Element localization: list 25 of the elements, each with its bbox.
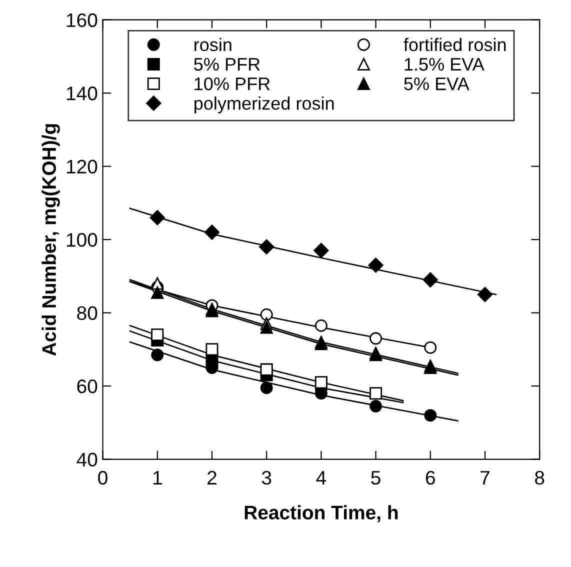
legend-label: rosin xyxy=(194,38,232,52)
legend-label: 1.5% EVA xyxy=(404,58,484,71)
legend-label: fortified rosin xyxy=(404,38,506,52)
y-tick-label: 100 xyxy=(66,233,98,247)
x-tick-label: 7 xyxy=(480,471,490,484)
legend-label: 10% PFR xyxy=(194,77,270,90)
y-tick-label: 60 xyxy=(77,380,98,394)
x-tick-label: 3 xyxy=(262,470,272,485)
y-tick-label: 80 xyxy=(77,306,98,320)
y-tick-label: 40 xyxy=(76,452,98,467)
legend-label: 5% EVA xyxy=(404,78,470,90)
x-tick-label: 5 xyxy=(371,471,380,485)
x-tick-label: 6 xyxy=(426,470,435,485)
y-tick-label: 140 xyxy=(66,86,98,100)
legend-label: polymerized rosin xyxy=(194,96,334,114)
x-tick-label: 4 xyxy=(316,471,326,484)
x-tick-label: 1 xyxy=(153,471,162,484)
x-tick-label: 0 xyxy=(98,470,108,485)
x-axis-title: Reaction Time, h xyxy=(244,505,398,522)
y-axis-title: Acid Number, mg(KOH)/g xyxy=(42,124,60,356)
y-tick-label: 120 xyxy=(66,160,98,174)
legend-label: 5% PFR xyxy=(194,58,260,71)
y-tick-label: 160 xyxy=(66,13,98,28)
x-tick-label: 2 xyxy=(208,470,216,484)
x-tick-label: 8 xyxy=(535,470,544,485)
